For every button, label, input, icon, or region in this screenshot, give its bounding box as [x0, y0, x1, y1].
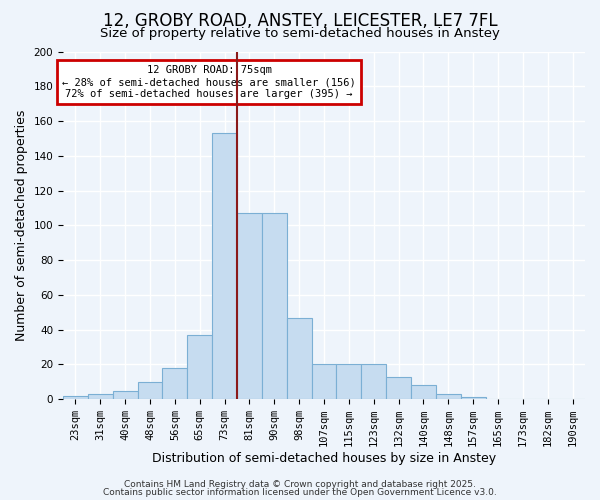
Bar — [113, 390, 137, 399]
Bar — [311, 364, 337, 399]
Text: Contains public sector information licensed under the Open Government Licence v3: Contains public sector information licen… — [103, 488, 497, 497]
Text: 12 GROBY ROAD: 75sqm
← 28% of semi-detached houses are smaller (156)
72% of semi: 12 GROBY ROAD: 75sqm ← 28% of semi-detac… — [62, 66, 356, 98]
Bar — [137, 382, 163, 399]
Bar — [436, 394, 461, 399]
Bar — [386, 376, 411, 399]
X-axis label: Distribution of semi-detached houses by size in Anstey: Distribution of semi-detached houses by … — [152, 452, 496, 465]
Bar — [461, 398, 485, 399]
Bar — [337, 364, 361, 399]
Bar — [411, 386, 436, 399]
Bar — [287, 318, 311, 399]
Bar — [237, 213, 262, 399]
Y-axis label: Number of semi-detached properties: Number of semi-detached properties — [15, 110, 28, 341]
Bar — [63, 396, 88, 399]
Text: Contains HM Land Registry data © Crown copyright and database right 2025.: Contains HM Land Registry data © Crown c… — [124, 480, 476, 489]
Bar — [262, 213, 287, 399]
Text: 12, GROBY ROAD, ANSTEY, LEICESTER, LE7 7FL: 12, GROBY ROAD, ANSTEY, LEICESTER, LE7 7… — [103, 12, 497, 30]
Bar — [88, 394, 113, 399]
Bar — [361, 364, 386, 399]
Bar — [187, 335, 212, 399]
Text: Size of property relative to semi-detached houses in Anstey: Size of property relative to semi-detach… — [100, 28, 500, 40]
Bar — [163, 368, 187, 399]
Bar — [212, 133, 237, 399]
